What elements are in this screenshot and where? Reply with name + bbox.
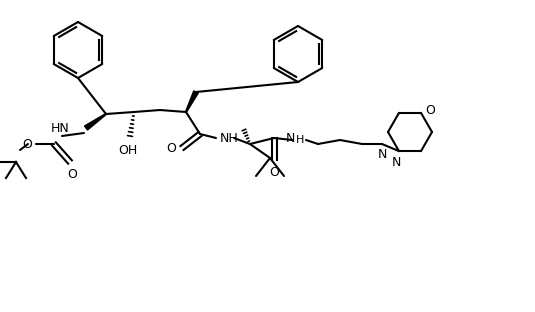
Text: O: O	[67, 168, 77, 181]
Text: O: O	[22, 138, 32, 150]
Text: N: N	[391, 156, 401, 169]
Text: O: O	[269, 166, 279, 179]
Text: O: O	[166, 142, 176, 154]
Text: N: N	[285, 133, 295, 145]
Polygon shape	[85, 114, 106, 130]
Text: H: H	[296, 135, 304, 145]
Text: O: O	[425, 104, 435, 117]
Text: NH: NH	[220, 131, 239, 144]
Text: OH: OH	[118, 144, 137, 157]
Text: N: N	[377, 148, 387, 161]
Polygon shape	[186, 91, 198, 112]
Text: HN: HN	[51, 121, 70, 134]
